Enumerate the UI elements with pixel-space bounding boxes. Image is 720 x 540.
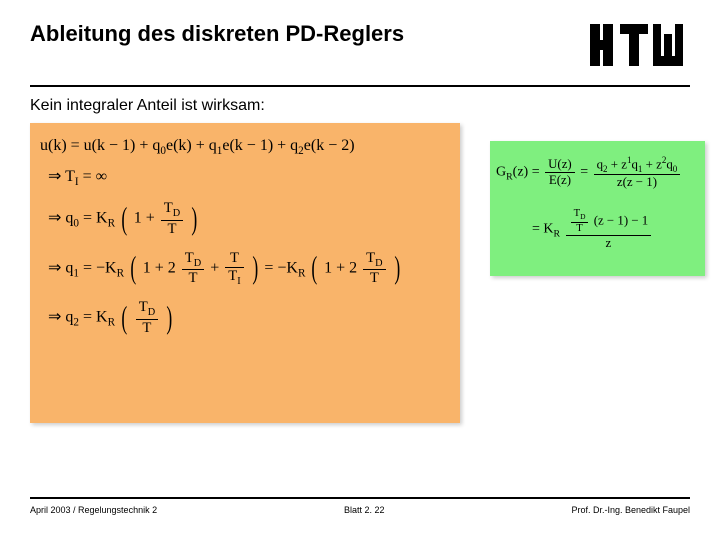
header: Ableitung des diskreten PD-Reglers	[0, 0, 720, 79]
page-title: Ableitung des diskreten PD-Reglers	[30, 20, 404, 48]
eq-gr2: = KR TDT (z − 1) − 1 z	[496, 208, 699, 251]
subtitle: Kein integraler Anteil ist wirksam:	[0, 97, 720, 115]
eq-q1: ⇒ q1 = −KR ( 1 + 2 TDT + TTI ) = −KR ( 1…	[40, 250, 450, 288]
footer-center: Blatt 2. 22	[344, 505, 385, 515]
content-area: u(k) = u(k − 1) + q0e(k) + q1e(k − 1) + …	[0, 123, 720, 443]
header-divider	[30, 85, 690, 87]
footer-divider	[30, 497, 690, 499]
orange-derivation-box: u(k) = u(k − 1) + q0e(k) + q1e(k − 1) + …	[30, 123, 460, 423]
eq-q2: ⇒ q2 = KR ( TDT )	[40, 299, 450, 337]
eq-uk: u(k) = u(k − 1) + q0e(k) + q1e(k − 1) + …	[40, 137, 450, 158]
footer-left: April 2003 / Regelungstechnik 2	[30, 505, 157, 515]
eq-ti: ⇒ TI = ∞	[40, 168, 450, 189]
footer: April 2003 / Regelungstechnik 2 Blatt 2.…	[30, 497, 690, 515]
footer-right: Prof. Dr.-Ing. Benedikt Faupel	[571, 505, 690, 515]
htw-logo	[590, 24, 690, 71]
green-transfer-box: GR(z) = U(z)E(z) = q2 + z1q1 + z2q0 z(z …	[490, 141, 705, 276]
eq-gr: GR(z) = U(z)E(z) = q2 + z1q1 + z2q0 z(z …	[496, 155, 699, 190]
eq-q0: ⇒ q0 = KR ( 1 + TDT )	[40, 200, 450, 238]
